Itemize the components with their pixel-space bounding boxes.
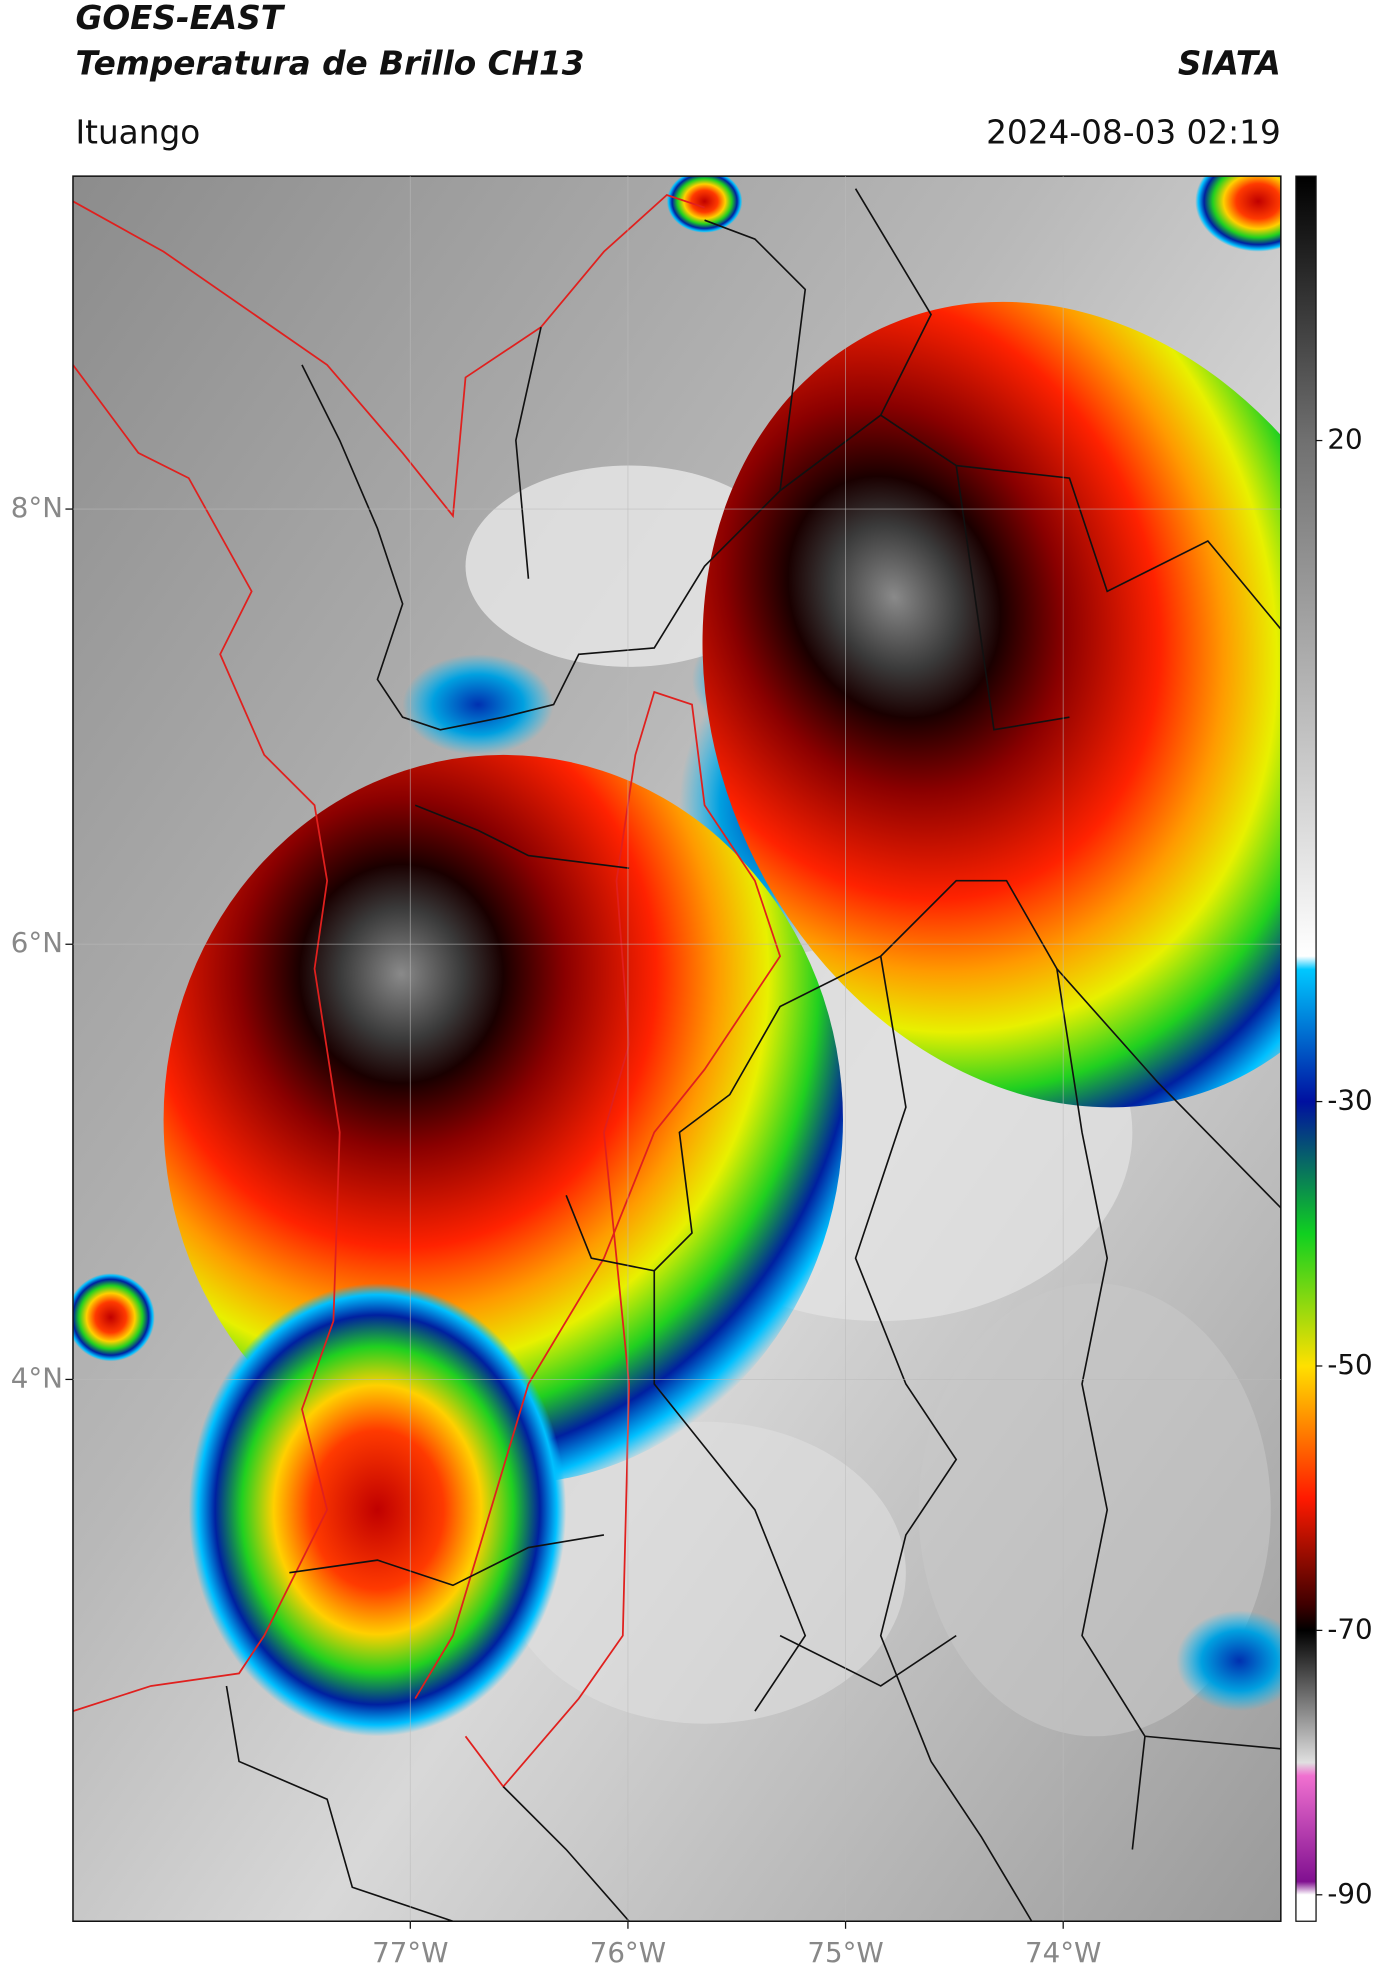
colorbar — [1295, 175, 1317, 1922]
y-tick-label: 8°N — [11, 491, 63, 524]
subtitle: Temperatura de Brillo CH13 — [75, 44, 584, 82]
timestamp: 2024-08-03 02:19 — [986, 114, 1281, 152]
x-tick-label: 76°W — [590, 1936, 666, 1969]
x-tick-label: 77°W — [372, 1936, 448, 1969]
source: SIATA — [1178, 44, 1281, 82]
colorbar-tick-label: -90 — [1327, 1877, 1372, 1910]
colorbar-tick-label: -70 — [1327, 1612, 1372, 1645]
location: Ituango — [75, 114, 200, 152]
map-imagery — [72, 176, 1281, 1922]
x-tick-label: 74°W — [1025, 1936, 1101, 1969]
x-tick-label: 75°W — [807, 1936, 883, 1969]
y-tick-label: 6°N — [11, 926, 63, 959]
map-frame — [72, 175, 1282, 1922]
y-tick-label: 4°N — [11, 1361, 63, 1394]
colorbar-tick-label: -30 — [1327, 1084, 1372, 1117]
title: GOES-EAST — [75, 0, 285, 37]
colorbar-tick-label: -50 — [1327, 1348, 1372, 1381]
colorbar-tick-label: 20 — [1327, 423, 1362, 456]
